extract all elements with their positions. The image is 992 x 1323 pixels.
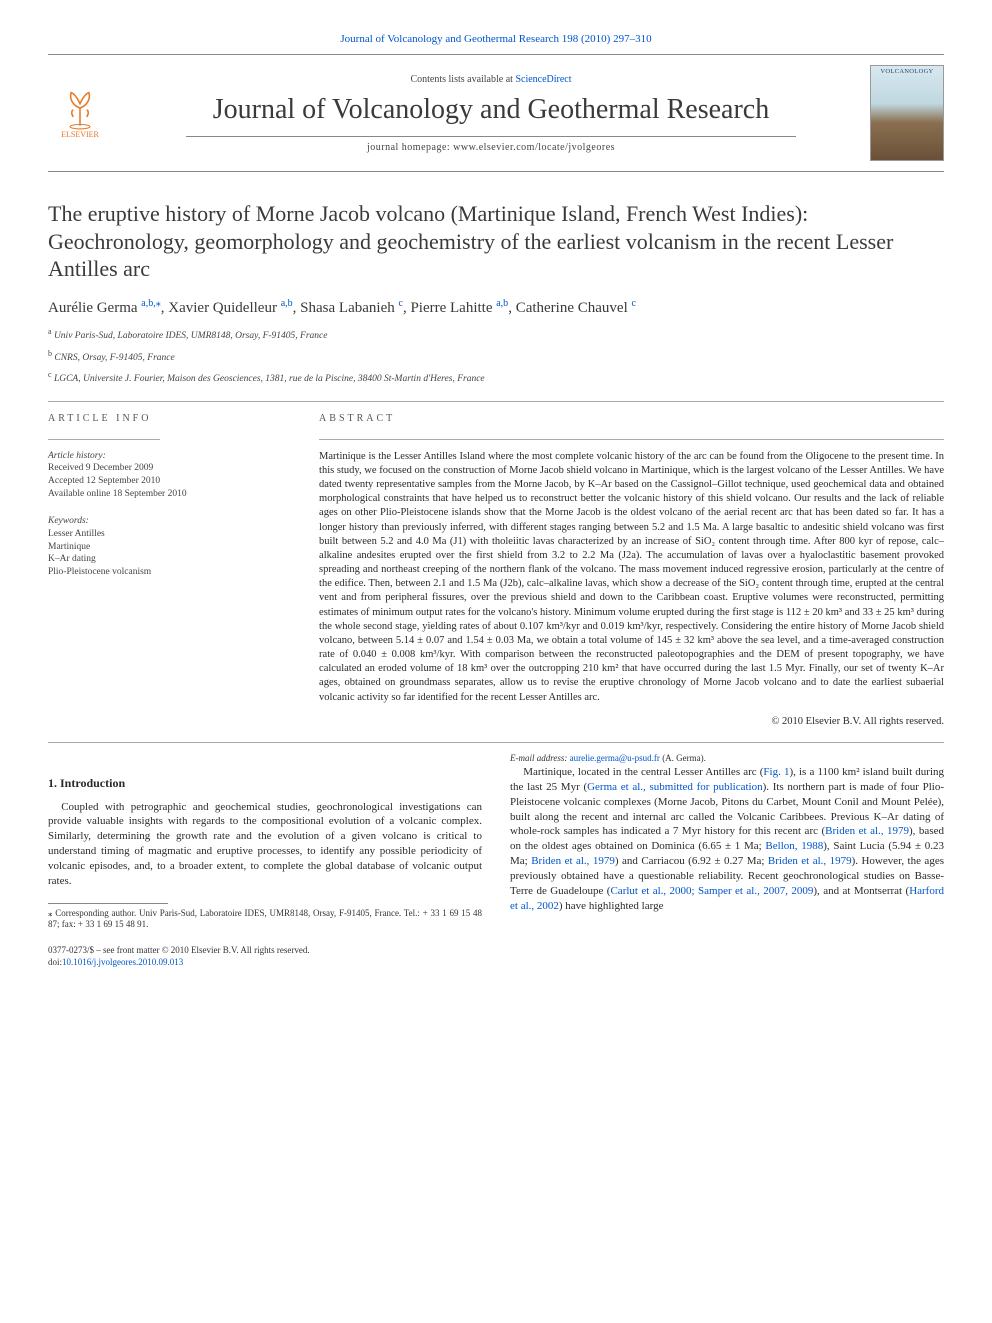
abstract-text: Martinique is the Lesser Antilles Island… bbox=[319, 450, 944, 705]
corr-email-link[interactable]: aurelie.germa@u-psud.fr bbox=[570, 753, 660, 763]
article-info-label: ARTICLE INFO bbox=[48, 412, 291, 425]
history-accepted: Accepted 12 September 2010 bbox=[48, 475, 291, 488]
affiliation-c: c LGCA, Universite J. Fourier, Maison de… bbox=[48, 369, 944, 386]
author-2: Shasa Labanieh c bbox=[300, 300, 403, 316]
corr-star: ⁎ bbox=[48, 908, 53, 918]
top-citation-link[interactable]: Journal of Volcanology and Geothermal Re… bbox=[340, 33, 651, 45]
doi-link[interactable]: 10.1016/j.jvolgeores.2010.09.013 bbox=[62, 957, 183, 967]
abstract-rule bbox=[319, 439, 944, 440]
author-1: Xavier Quidelleur a,b bbox=[168, 300, 292, 316]
keywords-block: Keywords: Lesser Antilles Martinique K–A… bbox=[48, 515, 291, 579]
ref-briden-1-link[interactable]: Briden et al., 1979 bbox=[825, 825, 909, 837]
journal-banner: ELSEVIER Contents lists available at Sci… bbox=[48, 54, 944, 172]
p2-e: ) and Carriacou (6.92 ± 0.27 Ma; bbox=[615, 855, 768, 867]
corresponding-footnote: ⁎ Corresponding author. Univ Paris-Sud, … bbox=[48, 908, 482, 931]
publisher-name: ELSEVIER bbox=[61, 130, 99, 140]
author-0: Aurélie Germa a,b,⁎ bbox=[48, 300, 161, 316]
author-3: Pierre Lahitte a,b bbox=[410, 300, 508, 316]
journal-homepage: journal homepage: www.elsevier.com/locat… bbox=[126, 141, 856, 154]
corr-text: Corresponding author. Univ Paris-Sud, La… bbox=[48, 908, 482, 930]
author-list: Aurélie Germa a,b,⁎, Xavier Quidelleur a… bbox=[48, 297, 944, 319]
section-rule-1 bbox=[48, 401, 944, 402]
author-3-aff[interactable]: a,b bbox=[496, 298, 508, 309]
affiliation-a: a Univ Paris-Sud, Laboratoire IDES, UMR8… bbox=[48, 326, 944, 343]
ref-bellon-link[interactable]: Bellon, 1988 bbox=[765, 840, 823, 852]
history-online: Available online 18 September 2010 bbox=[48, 488, 291, 501]
author-4-aff[interactable]: c bbox=[631, 298, 635, 309]
section-rule-2 bbox=[48, 742, 944, 743]
ref-germa-link[interactable]: Germa et al., submitted for publication bbox=[587, 781, 763, 793]
author-0-aff[interactable]: a,b, bbox=[141, 298, 155, 309]
elsevier-tree-icon bbox=[58, 86, 102, 130]
publisher-logo: ELSEVIER bbox=[48, 77, 112, 149]
doi-line: doi:10.1016/j.jvolgeores.2010.09.013 bbox=[48, 957, 310, 969]
affiliation-b: b CNRS, Orsay, F-91405, France bbox=[48, 348, 944, 365]
abstract-label: ABSTRACT bbox=[319, 412, 944, 425]
p2-g: ), and at Montserrat ( bbox=[813, 885, 909, 897]
footnote-rule bbox=[48, 903, 168, 904]
homepage-prefix: journal homepage: bbox=[367, 142, 453, 153]
email-footnote: E-mail address: aurelie.germa@u-psud.fr … bbox=[510, 753, 944, 765]
intro-p1: Coupled with petrographic and geochemica… bbox=[48, 800, 482, 889]
author-1-aff[interactable]: a,b bbox=[281, 298, 293, 309]
intro-heading: 1. Introduction bbox=[48, 775, 482, 791]
author-2-aff[interactable]: c bbox=[398, 298, 402, 309]
p2-pre: Martinique, located in the central Lesse… bbox=[523, 766, 763, 778]
email-label: E-mail address: bbox=[510, 753, 567, 763]
ref-briden-2-link[interactable]: Briden et al., 1979 bbox=[531, 855, 615, 867]
corr-star-icon: ⁎ bbox=[156, 298, 161, 309]
journal-title: Journal of Volcanology and Geothermal Re… bbox=[126, 92, 856, 128]
doi-label: doi: bbox=[48, 957, 62, 967]
keywords-label: Keywords: bbox=[48, 515, 291, 528]
keyword-0: Lesser Antilles bbox=[48, 528, 291, 541]
intro-p2: Martinique, located in the central Lesse… bbox=[510, 765, 944, 913]
keyword-1: Martinique bbox=[48, 541, 291, 554]
fig-1-link[interactable]: Fig. 1 bbox=[763, 766, 789, 778]
author-4: Catherine Chauvel c bbox=[516, 300, 636, 316]
p2-h: ) have highlighted large bbox=[559, 900, 664, 912]
journal-cover-thumb: VOLCANOLOGY bbox=[870, 65, 944, 161]
history-received: Received 9 December 2009 bbox=[48, 462, 291, 475]
info-rule bbox=[48, 439, 160, 440]
abstract-copyright: © 2010 Elsevier B.V. All rights reserved… bbox=[319, 715, 944, 729]
history-label: Article history: bbox=[48, 450, 291, 463]
corr-email-who: (A. Germa). bbox=[662, 753, 706, 763]
page-footer: 0377-0273/$ – see front matter © 2010 El… bbox=[48, 945, 944, 968]
cover-label: VOLCANOLOGY bbox=[871, 68, 943, 76]
article-history: Article history: Received 9 December 200… bbox=[48, 450, 291, 501]
ref-briden-3-link[interactable]: Briden et al., 1979 bbox=[768, 855, 852, 867]
keyword-2: K–Ar dating bbox=[48, 553, 291, 566]
ref-carlut-link[interactable]: Carlut et al., 2000; Samper et al., 2007… bbox=[610, 885, 813, 897]
article-title: The eruptive history of Morne Jacob volc… bbox=[48, 200, 944, 283]
top-citation: Journal of Volcanology and Geothermal Re… bbox=[48, 32, 944, 46]
sciencedirect-link[interactable]: ScienceDirect bbox=[515, 74, 571, 85]
contents-line: Contents lists available at ScienceDirec… bbox=[126, 73, 856, 86]
homepage-url: www.elsevier.com/locate/jvolgeores bbox=[453, 142, 615, 153]
keyword-3: Plio-Pleistocene volcanism bbox=[48, 566, 291, 579]
banner-rule bbox=[186, 136, 796, 137]
contents-prefix: Contents lists available at bbox=[410, 74, 515, 85]
front-matter-line: 0377-0273/$ – see front matter © 2010 El… bbox=[48, 945, 310, 957]
